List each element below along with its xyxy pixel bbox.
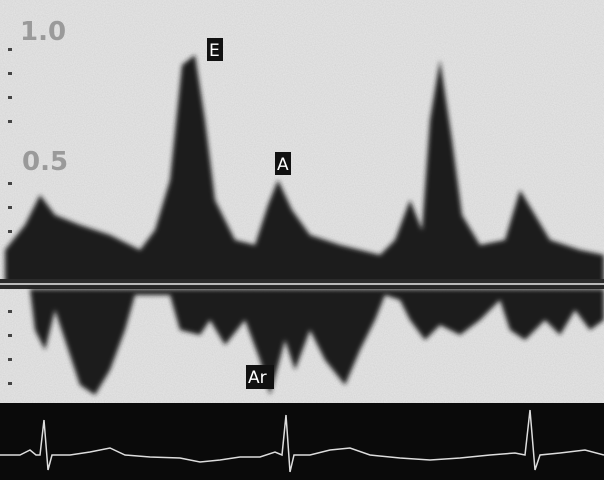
wave-label: E: [209, 41, 220, 61]
ecg-strip: [0, 403, 604, 480]
doppler-image: 1.0 0.5 E A Ar: [0, 0, 604, 480]
wave-label: A: [277, 155, 289, 175]
scale-label: 0.5: [22, 147, 68, 177]
scale-label: 1.0: [20, 17, 66, 47]
wave-label: Ar: [248, 368, 267, 388]
